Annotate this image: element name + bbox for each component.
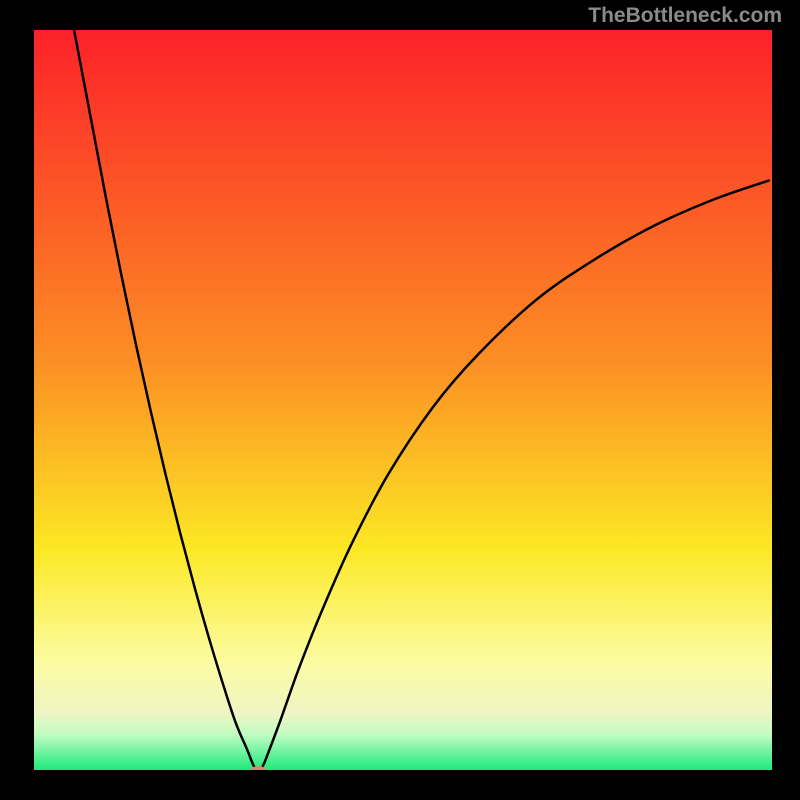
chart-plot-area [32,28,774,772]
chart-svg [32,28,774,772]
watermark-text: TheBottleneck.com [588,4,782,28]
chart-background [32,28,774,772]
